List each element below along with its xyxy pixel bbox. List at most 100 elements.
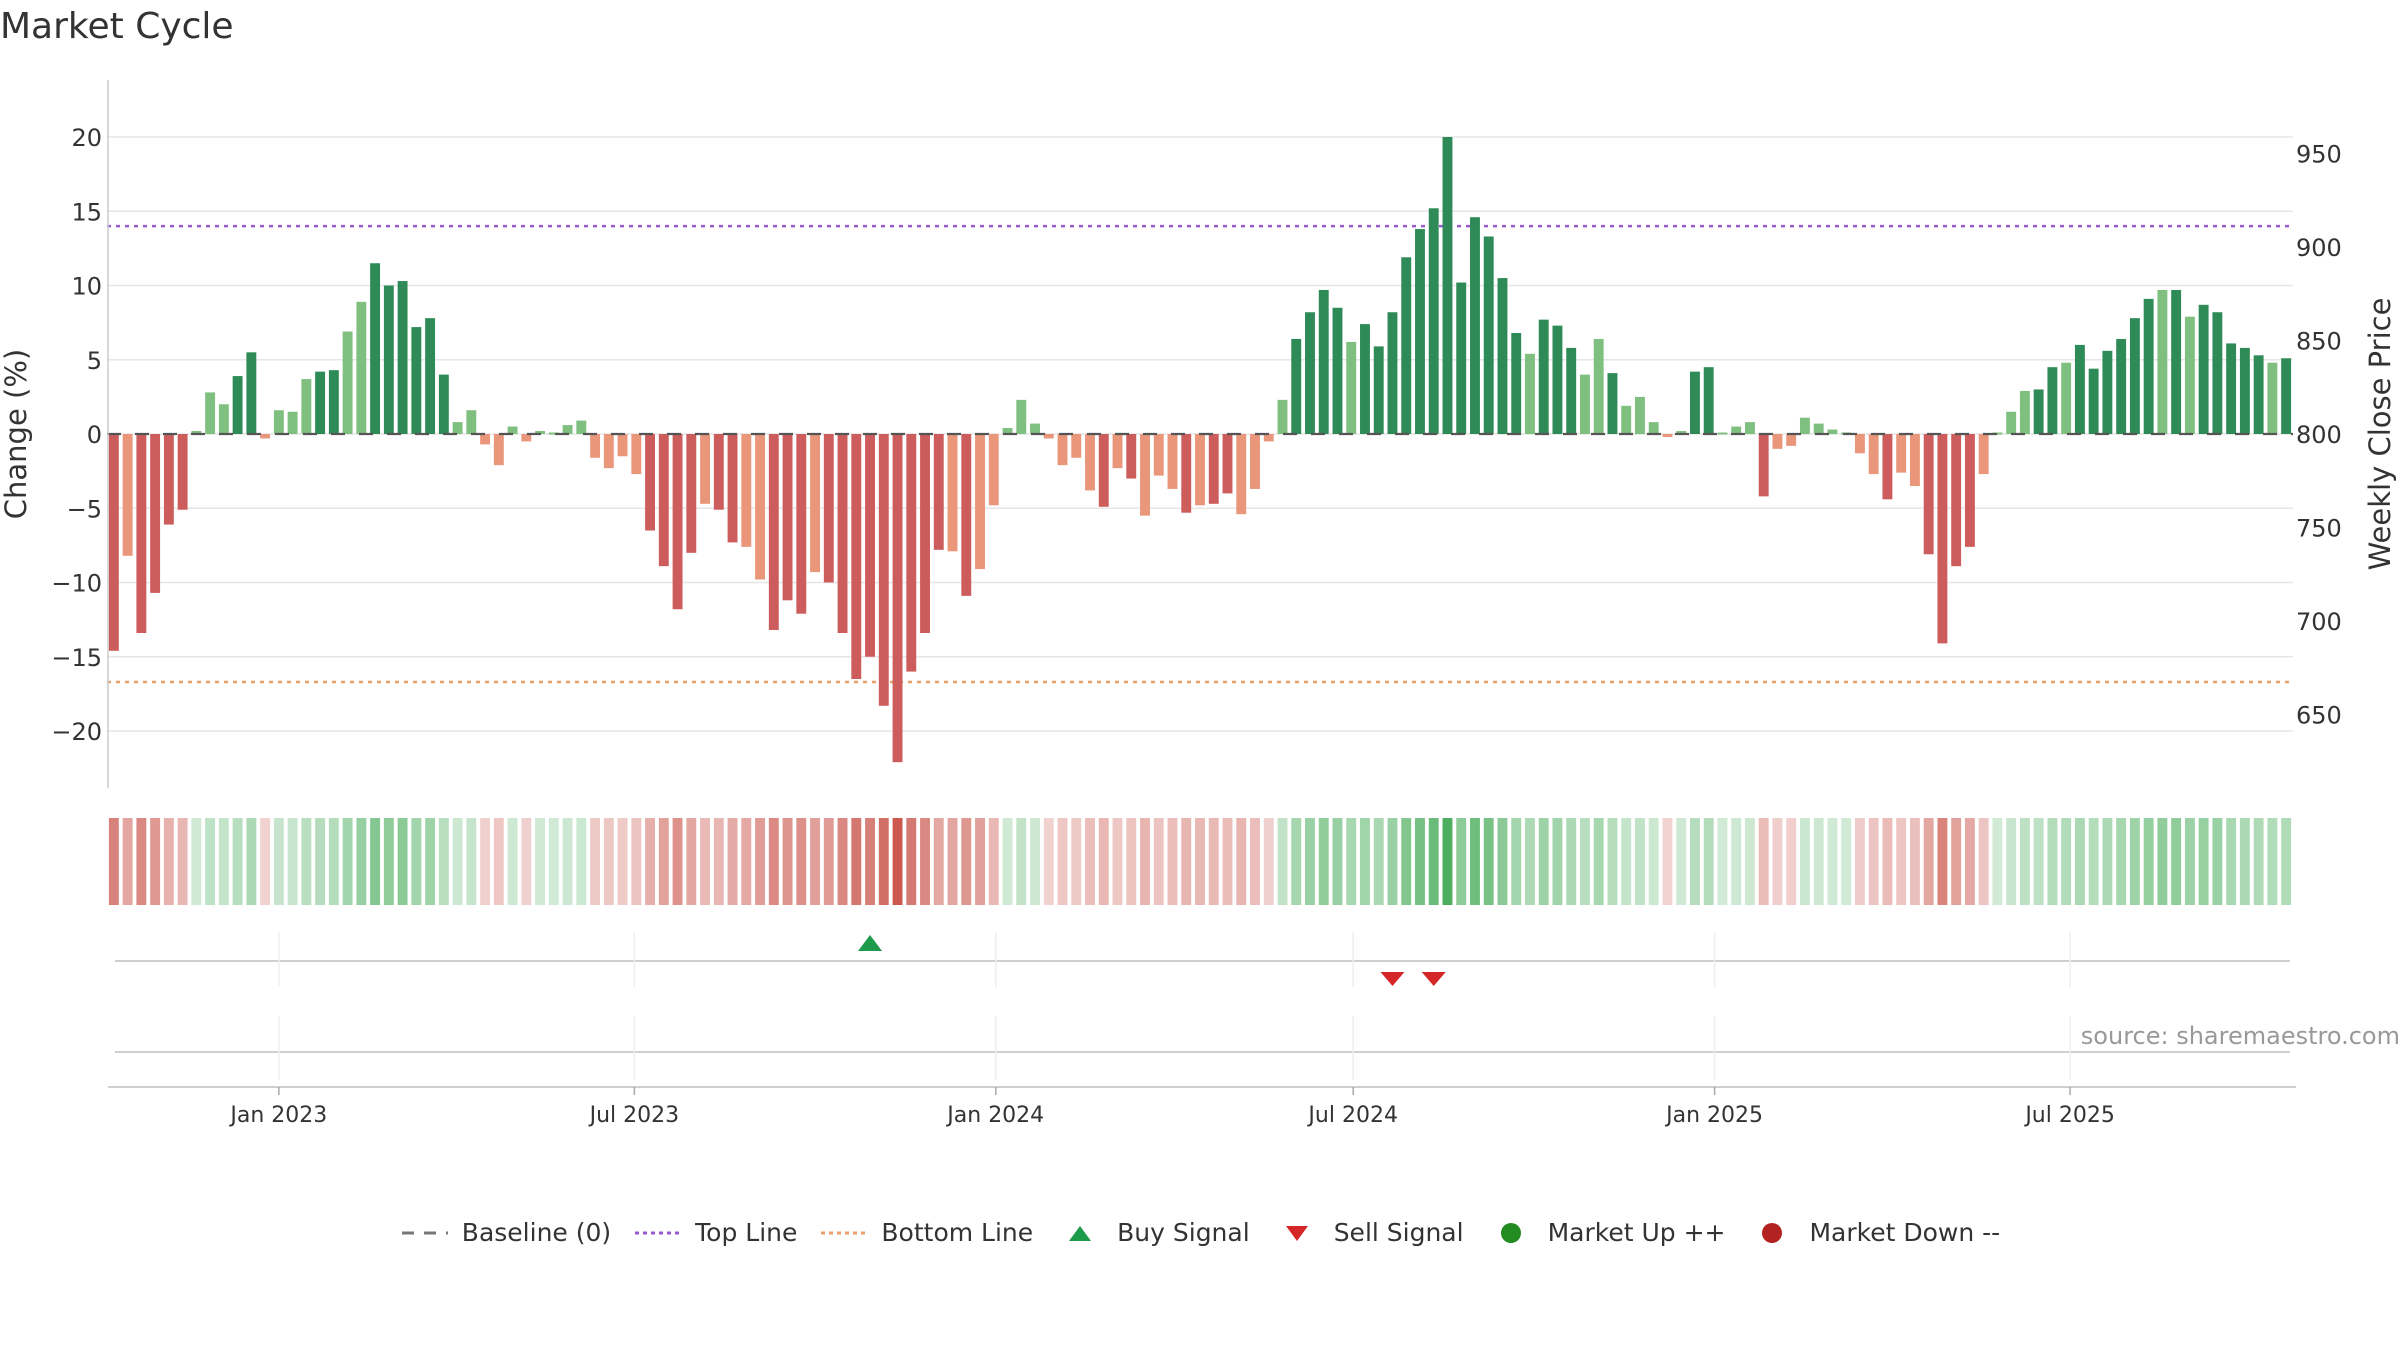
heat-cell [988,818,999,905]
chart-title: Market Cycle [0,6,234,47]
signal-panel [115,932,2290,1080]
x-tick-label: Jan 2023 [228,1103,327,1128]
heat-cell [1951,818,1962,905]
bar [2047,367,2058,435]
bar [1360,324,1370,434]
heat-cell [1332,818,1343,905]
bar [2116,338,2127,434]
bar [686,434,697,553]
bar [837,434,848,633]
bar [1181,434,1192,513]
bar [1332,307,1343,434]
heat-cell [1401,818,1412,905]
bar [1538,319,1549,434]
heat-cell [2198,818,2209,905]
heat-cell [1181,818,1192,905]
heat-cell [246,818,257,905]
heat-cell [1456,818,1467,905]
bar [177,434,188,510]
heat-cell [1786,818,1797,905]
bar [1277,399,1288,434]
bar [1373,346,1384,434]
heat-cell [1758,818,1769,905]
heat-cell [1236,818,1247,905]
buy-signal-marker [858,935,883,951]
heat-cell [837,818,848,905]
heat-cell [1043,818,1054,905]
heat-cell [232,818,243,905]
left-tick-label: 0 [87,421,102,449]
heat-cell [1854,818,1865,905]
right-tick-label: 800 [2296,421,2342,449]
bar [122,434,133,556]
y-axis-title-left: Change (%) [0,349,33,519]
bar [1153,434,1164,476]
bar [1250,434,1260,489]
bar [205,392,216,434]
legend-item: Bottom Line [819,1218,1033,1247]
heat-cell [356,818,367,905]
line-marker-icon [821,1231,868,1234]
bar [768,434,779,631]
heat-cell [686,818,697,905]
bar [1428,208,1439,434]
bar [865,434,875,657]
bar [878,434,889,706]
heat-cell [1717,818,1728,905]
heat-cell [1057,818,1068,905]
bar [1566,347,1577,434]
bar [1580,374,1590,434]
bar [438,374,449,434]
reference-lines [107,224,2293,684]
x-tick-label: Jul 2024 [1306,1103,1398,1128]
bar [466,410,477,434]
heat-cell [1291,818,1302,905]
heat-cell [1277,818,1288,905]
bar [1593,338,1604,434]
x-tick-label: Jan 2025 [1664,1103,1763,1128]
bar [1002,428,1013,434]
heat-cell [507,818,518,905]
bar [1882,434,1893,500]
bar [150,434,161,593]
bar [782,434,793,601]
heat-cell [2281,818,2292,905]
heat-cell [1648,818,1659,905]
heat-cell [878,818,889,905]
heat-cell [1744,818,1755,905]
heat-cell [1126,818,1137,905]
bar [1607,373,1618,434]
bar [301,379,312,435]
left-tick-label: −15 [51,644,102,672]
bar [2019,390,2030,434]
heat-cell [411,818,422,905]
bar [535,431,546,434]
heat-cell [1580,818,1590,905]
bar [2198,304,2209,434]
heat-cell [1098,818,1109,905]
sell-signal-marker [1421,972,1446,986]
bar [2102,350,2113,434]
heat-cell [1222,818,1233,905]
bar [933,434,944,550]
bar [1126,434,1137,479]
bar [1758,434,1769,497]
heat-cell [521,818,532,905]
left-tick-label: 10 [71,273,102,301]
bar [1731,426,1742,434]
triangle-up-icon [1069,1225,1092,1241]
heat-cell [163,818,174,905]
heat-cell [452,818,463,905]
bar [232,376,243,434]
heat-cell [273,818,284,905]
bar [1868,434,1879,475]
heat-cell [466,818,477,905]
bar [163,434,174,525]
bar [1236,434,1247,515]
bar [1318,289,1329,434]
bar [1923,434,1934,555]
sell-signal-marker [1380,972,1405,986]
heat-cell [1909,818,1920,905]
bar [287,411,298,434]
circle-marker-icon [1500,1222,1521,1243]
